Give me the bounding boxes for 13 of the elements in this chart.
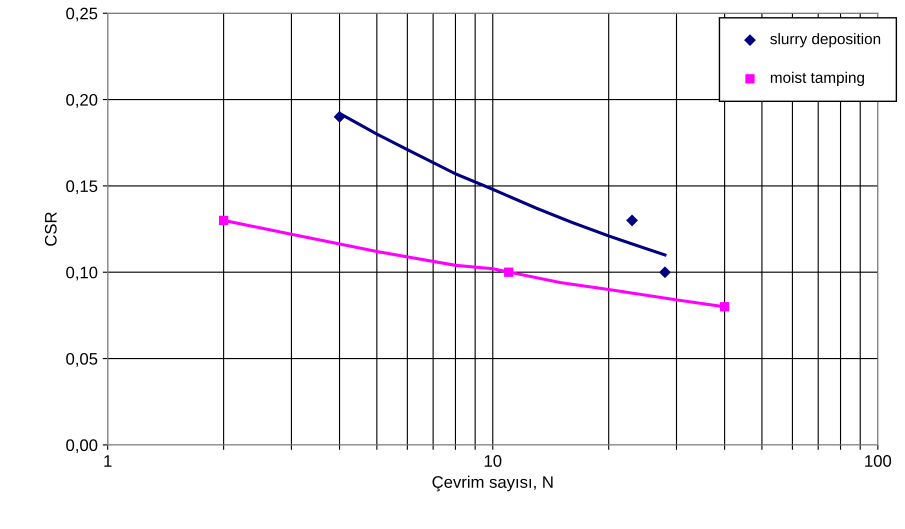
y-tick-label: 0,25 (66, 8, 98, 22)
y-tick-label: 0,00 (66, 439, 98, 454)
y-axis-title: CSR (44, 212, 57, 246)
x-axis-title: Çevrim sayısı, N (432, 476, 553, 492)
legend-label: moist tamping (770, 72, 864, 86)
y-tick-label: 0,05 (66, 352, 98, 367)
y-tick-label: 0,15 (66, 180, 98, 194)
legend-label: slurry deposition (770, 33, 880, 48)
y-tick-label: 0,10 (66, 266, 98, 280)
y-tick-label: 0,20 (66, 94, 98, 108)
x-tick-label: 10 (484, 455, 502, 467)
x-tick-label: 1 (104, 455, 112, 467)
x-tick-label: 100 (865, 455, 892, 467)
